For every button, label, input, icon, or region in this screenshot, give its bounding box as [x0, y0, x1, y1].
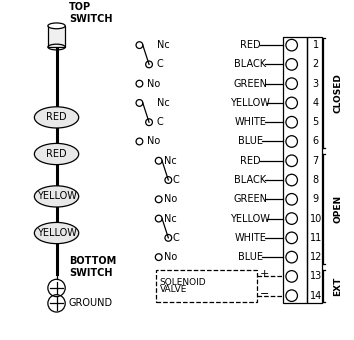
Text: BLUE: BLUE [238, 136, 263, 147]
Text: RED: RED [46, 113, 67, 122]
Text: BOTTOM
SWITCH: BOTTOM SWITCH [69, 256, 116, 277]
Text: WHITE: WHITE [234, 233, 266, 243]
Text: SOLENOID: SOLENOID [160, 278, 206, 287]
Text: 14: 14 [310, 291, 322, 301]
Text: C: C [157, 59, 164, 69]
Text: C: C [172, 175, 179, 185]
Ellipse shape [34, 186, 79, 207]
Text: 3: 3 [313, 79, 319, 89]
Text: YELLOW: YELLOW [36, 228, 76, 238]
Text: Nc: Nc [157, 40, 170, 50]
Text: RED: RED [240, 40, 261, 50]
Text: RED: RED [46, 149, 67, 159]
Text: BLACK: BLACK [234, 175, 266, 185]
Text: −: − [260, 289, 269, 299]
Text: RED: RED [240, 156, 261, 166]
Text: Nc: Nc [157, 98, 170, 108]
Bar [156, 270, 257, 302]
Text: 12: 12 [310, 252, 322, 262]
Ellipse shape [34, 143, 79, 165]
Bar [283, 37, 307, 303]
Text: 11: 11 [310, 233, 322, 243]
Text: No: No [165, 194, 178, 204]
Text: 6: 6 [313, 136, 319, 147]
Text: Nc: Nc [165, 214, 177, 224]
Text: No: No [165, 252, 178, 262]
Text: No: No [147, 136, 160, 147]
Text: 4: 4 [313, 98, 319, 108]
Text: YELLOW: YELLOW [230, 214, 270, 224]
Text: GREEN: GREEN [233, 194, 267, 204]
Text: 1: 1 [313, 40, 319, 50]
Text: VALVE: VALVE [160, 285, 187, 294]
Text: BLACK: BLACK [234, 59, 266, 69]
Text: Nc: Nc [165, 156, 177, 166]
Ellipse shape [34, 222, 79, 244]
Text: C: C [172, 233, 179, 243]
Ellipse shape [34, 107, 79, 128]
Text: +: + [260, 270, 269, 279]
Text: 13: 13 [310, 271, 322, 282]
Text: C: C [157, 117, 164, 127]
Bar [307, 37, 321, 303]
Bar [48, 26, 65, 47]
Text: OPEN: OPEN [333, 195, 342, 223]
Text: 9: 9 [313, 194, 319, 204]
Ellipse shape [48, 23, 65, 29]
Text: 5: 5 [313, 117, 319, 127]
Text: BLUE: BLUE [238, 252, 263, 262]
Text: No: No [147, 79, 160, 89]
Text: YELLOW: YELLOW [230, 98, 270, 108]
Text: 7: 7 [313, 156, 319, 166]
Text: GROUND: GROUND [68, 299, 112, 308]
Text: TOP
SWITCH: TOP SWITCH [69, 2, 113, 24]
Text: WHITE: WHITE [234, 117, 266, 127]
Text: 2: 2 [313, 59, 319, 69]
Text: YELLOW: YELLOW [36, 191, 76, 201]
Text: CLOSED: CLOSED [333, 73, 342, 113]
Text: EXT: EXT [333, 276, 342, 296]
Text: 8: 8 [313, 175, 319, 185]
Text: GREEN: GREEN [233, 79, 267, 89]
Text: 10: 10 [310, 214, 322, 224]
